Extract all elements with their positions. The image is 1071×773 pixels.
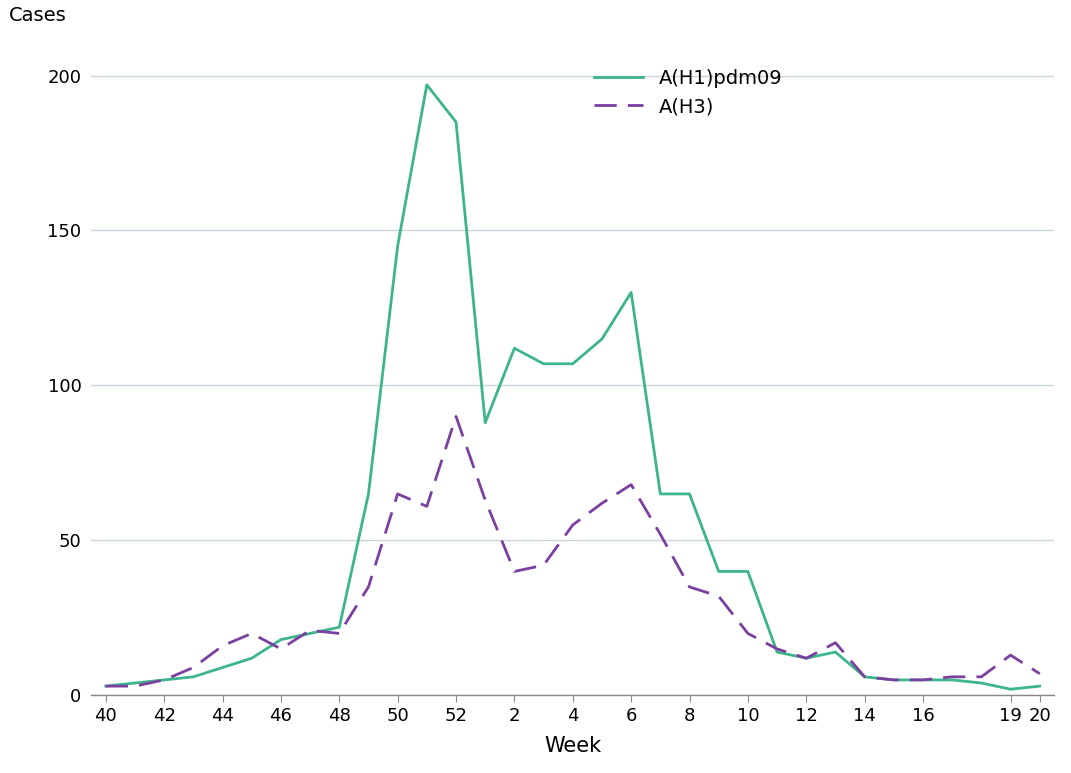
A(H1)pdm09 (683, 489, 696, 499)
A(H1)pdm09 (391, 241, 404, 250)
A(H1)pdm09 (829, 647, 842, 656)
A(H1)pdm09 (888, 676, 901, 685)
A(H1)pdm09 (712, 567, 725, 576)
A(H3) (100, 682, 112, 691)
A(H3) (421, 502, 434, 511)
A(H3) (917, 676, 930, 685)
Line: A(H3): A(H3) (106, 417, 1040, 686)
A(H1)pdm09 (479, 418, 492, 427)
A(H3) (829, 638, 842, 647)
A(H1)pdm09 (304, 628, 317, 638)
Y-axis label: Cases: Cases (10, 6, 67, 25)
A(H3) (624, 480, 637, 489)
A(H3) (975, 673, 987, 682)
A(H3) (187, 663, 200, 673)
A(H3) (654, 530, 667, 539)
A(H1)pdm09 (771, 647, 784, 656)
A(H3) (538, 560, 550, 570)
A(H3) (450, 412, 463, 421)
A(H3) (771, 644, 784, 653)
A(H3) (946, 673, 959, 682)
X-axis label: Week: Week (544, 737, 601, 756)
A(H1)pdm09 (187, 673, 200, 682)
A(H1)pdm09 (595, 335, 608, 344)
A(H3) (391, 489, 404, 499)
A(H3) (683, 582, 696, 591)
A(H3) (741, 628, 754, 638)
A(H3) (508, 567, 521, 576)
A(H1)pdm09 (567, 359, 579, 369)
A(H1)pdm09 (800, 654, 813, 663)
A(H1)pdm09 (1034, 682, 1046, 691)
A(H3) (712, 591, 725, 601)
A(H3) (304, 625, 317, 635)
A(H3) (216, 641, 229, 650)
A(H3) (274, 644, 287, 653)
A(H3) (1005, 651, 1017, 660)
A(H3) (858, 673, 871, 682)
A(H1)pdm09 (100, 682, 112, 691)
A(H3) (595, 499, 608, 508)
A(H1)pdm09 (538, 359, 550, 369)
A(H1)pdm09 (975, 679, 987, 688)
A(H3) (362, 582, 375, 591)
A(H1)pdm09 (917, 676, 930, 685)
A(H1)pdm09 (450, 117, 463, 127)
Line: A(H1)pdm09: A(H1)pdm09 (106, 85, 1040, 690)
A(H1)pdm09 (508, 344, 521, 353)
A(H3) (157, 676, 170, 685)
A(H1)pdm09 (333, 622, 346, 632)
A(H1)pdm09 (654, 489, 667, 499)
A(H1)pdm09 (741, 567, 754, 576)
A(H1)pdm09 (245, 654, 258, 663)
A(H3) (567, 520, 579, 530)
A(H1)pdm09 (624, 288, 637, 297)
A(H1)pdm09 (858, 673, 871, 682)
A(H1)pdm09 (421, 80, 434, 90)
A(H3) (479, 495, 492, 505)
A(H3) (333, 628, 346, 638)
Legend: A(H1)pdm09, A(H3): A(H1)pdm09, A(H3) (587, 61, 790, 124)
A(H1)pdm09 (946, 676, 959, 685)
A(H1)pdm09 (274, 635, 287, 644)
A(H3) (888, 676, 901, 685)
A(H3) (1034, 669, 1046, 679)
A(H1)pdm09 (216, 663, 229, 673)
A(H1)pdm09 (157, 676, 170, 685)
A(H3) (129, 682, 141, 691)
A(H3) (245, 628, 258, 638)
A(H1)pdm09 (129, 679, 141, 688)
A(H1)pdm09 (362, 489, 375, 499)
A(H3) (800, 654, 813, 663)
A(H1)pdm09 (1005, 685, 1017, 694)
